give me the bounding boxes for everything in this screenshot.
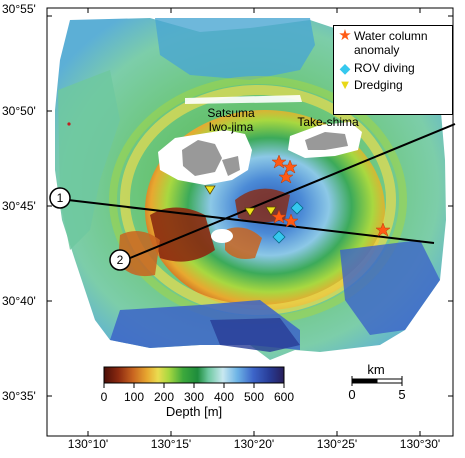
lon-label: 130°15'	[150, 437, 192, 451]
legend-rov-label: ROV diving	[354, 61, 415, 75]
lat-label: 30°55'	[2, 2, 36, 16]
legend: ★ Water column anomaly ◆ ROV diving ▼ Dredgi…	[333, 25, 453, 115]
satsuma-label-line2: Iwo-jima	[208, 120, 254, 134]
star-icon: ★	[338, 27, 352, 44]
anomaly-star	[283, 213, 299, 228]
colorbar-tick: 600	[273, 390, 295, 404]
scale-bar-start: 0	[348, 387, 356, 402]
anomaly-star	[282, 159, 298, 174]
southeast-deep	[340, 240, 440, 335]
dredging-triangle	[204, 185, 216, 195]
profile-1-label: 1	[56, 191, 64, 205]
northern-shelf	[155, 18, 315, 80]
profile-2-marker	[109, 249, 131, 271]
lat-label: 30°50'	[2, 104, 36, 118]
diamond-icon: ◆	[339, 60, 351, 76]
triangle-down-icon: ▼	[338, 77, 352, 92]
satsuma-iwo-jima-label: Satsuma Iwo-jima	[196, 106, 266, 134]
colorbar-tick: 500	[243, 390, 265, 404]
legend-anomaly-line2: anomaly	[354, 43, 400, 57]
anomaly-star	[271, 209, 287, 224]
volcanic-high-1	[150, 207, 215, 262]
lon-label: 130°30'	[399, 437, 441, 451]
lat-label: 30°40'	[2, 294, 36, 308]
stray-dot	[67, 122, 71, 126]
lon-label: 130°25'	[316, 437, 358, 451]
colorbar-tick: 0	[100, 390, 108, 404]
scale-bar	[351, 376, 403, 386]
profile-line-1	[67, 199, 435, 244]
legend-dredging: ▼ Dredging	[336, 77, 403, 93]
rov-diamond	[272, 230, 286, 244]
anomaly-star	[278, 169, 294, 184]
colorbar-tick: 400	[213, 390, 235, 404]
rov-diamond	[290, 201, 304, 215]
lat-label: 30°35'	[2, 389, 36, 403]
colorbar	[103, 366, 285, 384]
colorbar-tick: 100	[123, 390, 145, 404]
colorbar-tick: 300	[183, 390, 205, 404]
rov-diamonds	[272, 201, 304, 244]
western-shelf	[58, 70, 120, 250]
take-shima-label: Take-shima	[297, 115, 359, 129]
dredging-triangles	[204, 185, 277, 217]
lon-label: 130°10'	[67, 437, 109, 451]
anomaly-stars	[271, 154, 391, 237]
satsuma-label-line1: Satsuma	[207, 106, 255, 120]
profile-line-2	[129, 123, 456, 259]
legend-anomaly-line1: Water column	[354, 29, 428, 43]
profile-2-label: 2	[116, 253, 124, 267]
colorbar-tick: 200	[153, 390, 175, 404]
lon-label: 130°20'	[233, 437, 275, 451]
legend-rov: ◆ ROV diving	[336, 61, 415, 75]
dredging-triangle	[244, 207, 256, 217]
lat-label: 30°45'	[2, 199, 36, 213]
anomaly-star	[375, 222, 391, 237]
profile-1-marker	[49, 187, 71, 209]
legend-anomaly: ★ Water column anomaly	[336, 27, 428, 57]
scale-bar-end: 5	[398, 387, 406, 402]
dredging-triangle	[265, 206, 277, 216]
legend-dredging-label: Dredging	[354, 78, 403, 92]
scale-bar-unit: km	[367, 362, 385, 377]
colorbar-title: Depth [m]	[165, 404, 223, 419]
